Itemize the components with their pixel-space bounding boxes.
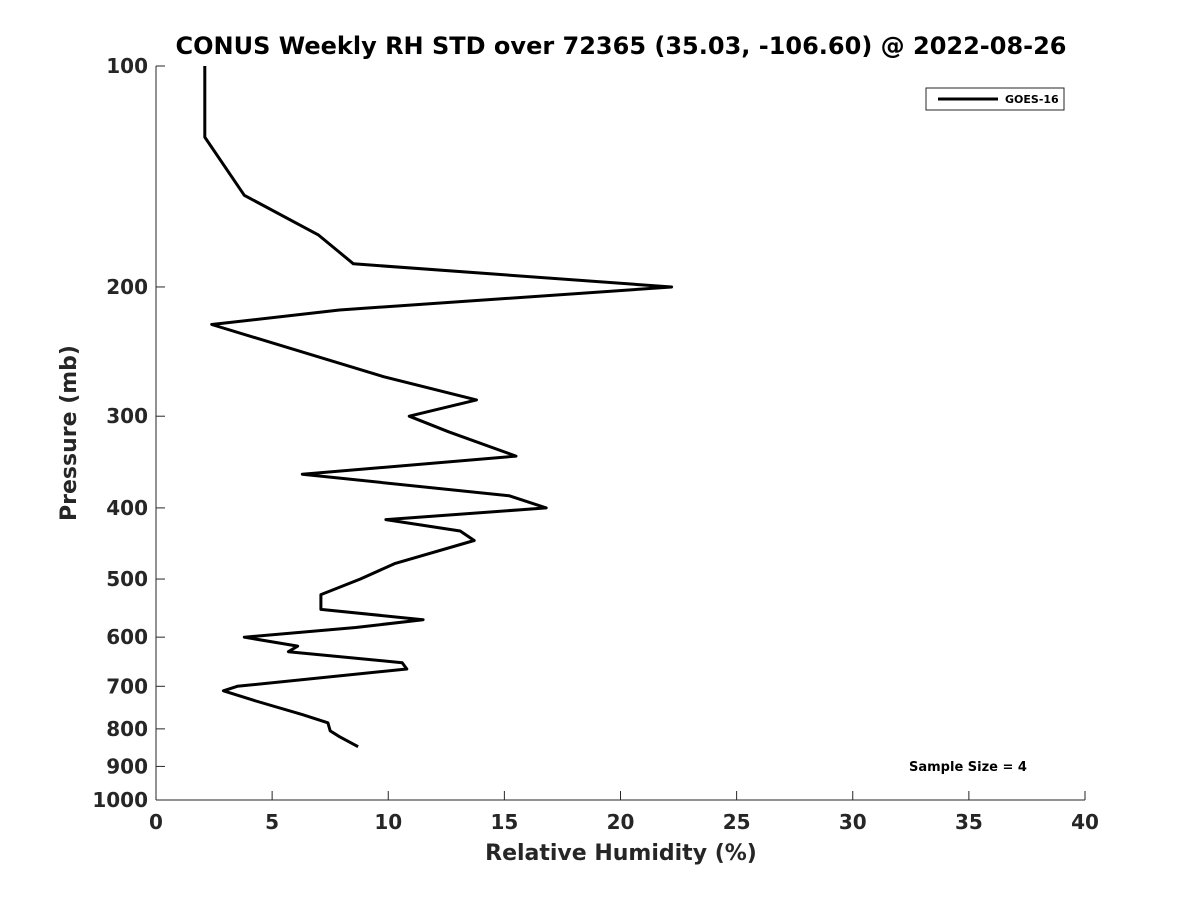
y-tick-label-3: 400 (106, 496, 148, 520)
y-tick-label-0: 100 (106, 54, 148, 78)
x-tick-label-1: 5 (265, 810, 279, 834)
x-tick-label-5: 25 (723, 810, 751, 834)
y-tick-label-8: 900 (106, 754, 148, 778)
x-tick-label-6: 30 (839, 810, 867, 834)
x-tick-label-7: 35 (955, 810, 983, 834)
y-tick-label-9: 1000 (92, 788, 148, 812)
y-tick-label-6: 700 (106, 674, 148, 698)
y-tick-label-1: 200 (106, 275, 148, 299)
y-tick-label-5: 600 (106, 625, 148, 649)
legend: GOES-16 (925, 87, 1065, 111)
chart-title: CONUS Weekly RH STD over 72365 (35.03, -… (175, 32, 1066, 60)
x-tick-label-4: 20 (607, 810, 635, 834)
x-tick-label-3: 15 (490, 810, 518, 834)
x-axis-label: Relative Humidity (%) (485, 841, 757, 866)
y-tick-label-2: 300 (106, 404, 148, 428)
sample-size-annotation: Sample Size = 4 (909, 760, 1027, 775)
y-tick-label-4: 500 (106, 567, 148, 591)
legend-label-goes-16: GOES-16 (1005, 93, 1059, 106)
x-tick-label-0: 0 (149, 810, 163, 834)
y-axis-label: Pressure (mb) (57, 345, 82, 521)
x-tick-label-2: 10 (374, 810, 402, 834)
plot-area: 0 5 10 15 20 25 30 35 40 100 200 300 400 500 600 700 800… (92, 54, 1099, 834)
series-line-goes-16 (203, 66, 674, 749)
x-tick-label-8: 40 (1071, 810, 1099, 834)
y-tick-label-7: 800 (106, 717, 148, 741)
